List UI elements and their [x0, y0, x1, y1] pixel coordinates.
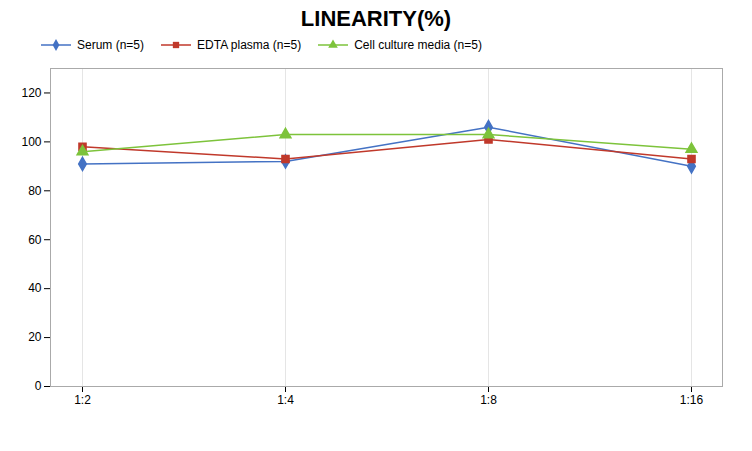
svg-text:1:16: 1:16	[680, 393, 704, 407]
svg-text:100: 100	[21, 135, 41, 149]
html-text:Cell culture media (n=5): Cell culture media (n=5)	[354, 38, 482, 52]
svg-text:120: 120	[21, 86, 41, 100]
html-text:LINEARITY(%): LINEARITY(%)	[300, 6, 452, 31]
svg-text:20: 20	[28, 330, 42, 344]
svg-text:1:4: 1:4	[277, 393, 294, 407]
svg-text:0: 0	[35, 379, 42, 393]
svg-text:1:8: 1:8	[480, 393, 497, 407]
html-text:Serum (n=5): Serum (n=5)	[77, 38, 144, 52]
svg-text:40: 40	[28, 281, 42, 295]
svg-text:60: 60	[28, 233, 42, 247]
svg-text:1:2: 1:2	[74, 393, 91, 407]
svg-text:80: 80	[28, 184, 42, 198]
html-text:EDTA plasma (n=5): EDTA plasma (n=5)	[197, 38, 302, 52]
